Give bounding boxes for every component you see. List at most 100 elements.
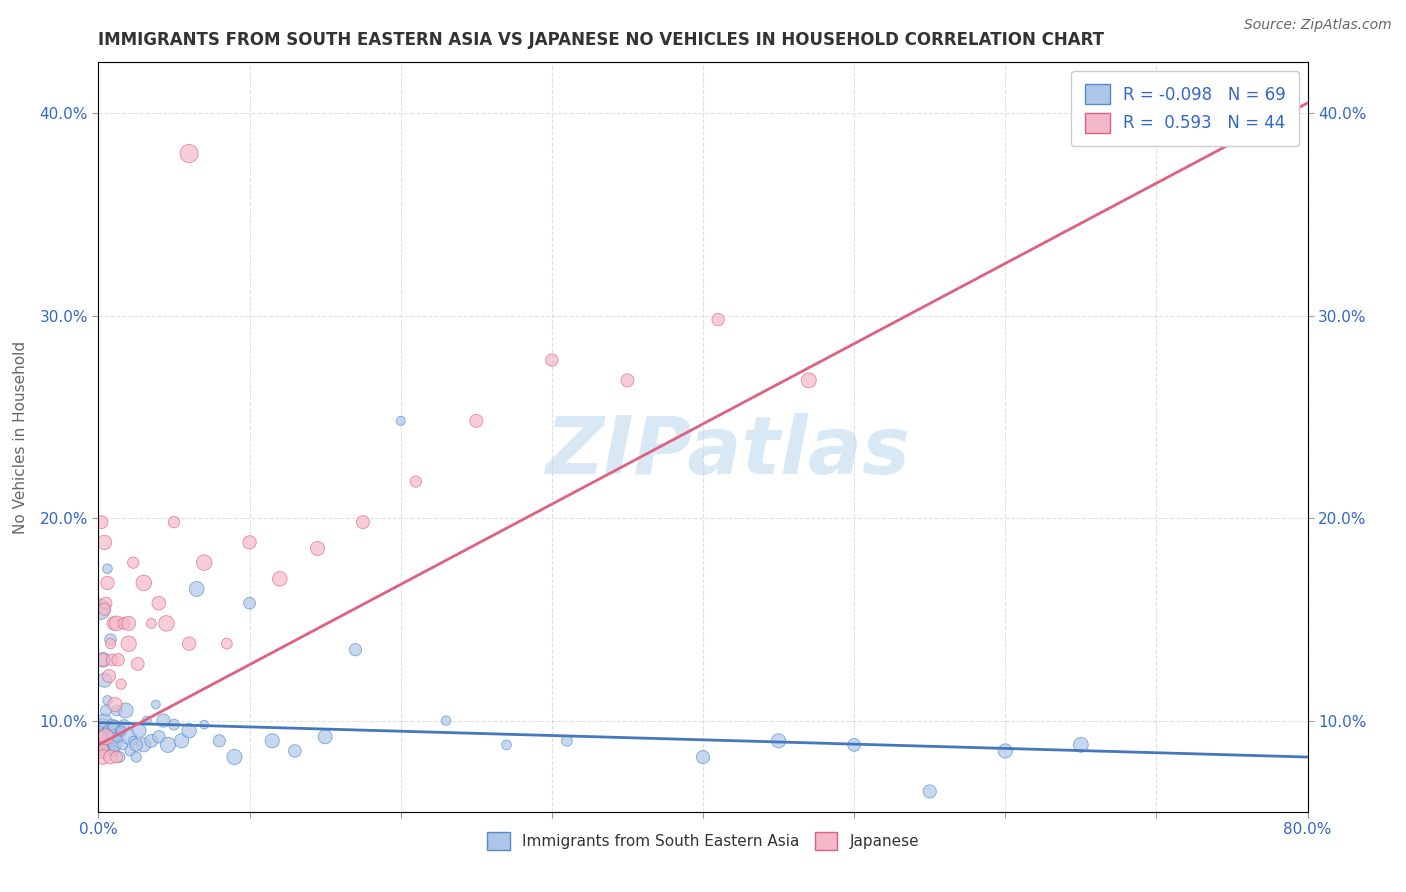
Point <box>94 703 117 717</box>
Point <box>239 535 262 549</box>
Point <box>179 146 201 161</box>
Point <box>93 602 115 616</box>
Point <box>112 717 135 731</box>
Point <box>110 677 132 691</box>
Point <box>101 734 124 748</box>
Point <box>132 738 155 752</box>
Point <box>540 353 562 368</box>
Point <box>262 734 284 748</box>
Point <box>389 414 412 428</box>
Point <box>128 723 150 738</box>
Point <box>91 744 114 758</box>
Point <box>797 373 820 387</box>
Point <box>118 616 141 631</box>
Point <box>91 717 114 731</box>
Point <box>170 734 193 748</box>
Point <box>110 723 132 738</box>
Point <box>239 596 262 610</box>
Point <box>103 616 125 631</box>
Point <box>111 738 134 752</box>
Point <box>104 698 127 712</box>
Point <box>118 637 141 651</box>
Point <box>93 673 115 687</box>
Point <box>91 653 114 667</box>
Text: ZIPatlas: ZIPatlas <box>544 413 910 491</box>
Point <box>163 515 186 529</box>
Point <box>122 556 145 570</box>
Point <box>284 744 307 758</box>
Point <box>101 653 124 667</box>
Point <box>269 572 291 586</box>
Point <box>314 730 336 744</box>
Point <box>98 669 121 683</box>
Point <box>125 750 148 764</box>
Point <box>98 739 121 754</box>
Point <box>96 562 118 576</box>
Point <box>89 602 111 616</box>
Point <box>100 637 122 651</box>
Point <box>186 582 208 596</box>
Point <box>616 835 638 849</box>
Point <box>104 720 127 734</box>
Point <box>616 373 638 387</box>
Point <box>135 714 157 728</box>
Point <box>91 653 114 667</box>
Point <box>103 730 125 744</box>
Point <box>120 744 142 758</box>
Point <box>103 744 125 758</box>
Point <box>152 714 174 728</box>
Point <box>93 728 115 742</box>
Point <box>224 750 246 764</box>
Point <box>155 616 177 631</box>
Point <box>105 750 128 764</box>
Point <box>179 723 201 738</box>
Point <box>179 637 201 651</box>
Point <box>405 475 427 489</box>
Point <box>98 723 121 738</box>
Point <box>96 575 118 590</box>
Point <box>1070 738 1092 752</box>
Point <box>193 717 215 731</box>
Point <box>994 744 1017 758</box>
Point <box>918 784 941 798</box>
Point <box>193 556 215 570</box>
Point <box>434 714 457 728</box>
Point <box>127 657 149 671</box>
Point <box>94 738 117 752</box>
Point <box>107 730 129 744</box>
Y-axis label: No Vehicles in Household: No Vehicles in Household <box>14 341 28 533</box>
Point <box>107 653 129 667</box>
Point <box>495 738 517 752</box>
Point <box>100 730 122 744</box>
Point <box>105 616 128 631</box>
Point <box>768 734 790 748</box>
Point <box>90 734 112 748</box>
Point <box>94 596 117 610</box>
Point <box>145 698 167 712</box>
Point <box>112 616 135 631</box>
Point <box>94 730 117 744</box>
Point <box>108 750 131 764</box>
Point <box>465 414 488 428</box>
Text: Source: ZipAtlas.com: Source: ZipAtlas.com <box>1244 18 1392 32</box>
Text: IMMIGRANTS FROM SOUTH EASTERN ASIA VS JAPANESE NO VEHICLES IN HOUSEHOLD CORRELAT: IMMIGRANTS FROM SOUTH EASTERN ASIA VS JA… <box>98 31 1105 49</box>
Point <box>96 693 118 707</box>
Point <box>125 738 148 752</box>
Point <box>93 714 115 728</box>
Point <box>122 734 145 748</box>
Point <box>93 535 115 549</box>
Point <box>156 738 179 752</box>
Point <box>110 723 132 738</box>
Point <box>208 734 231 748</box>
Point <box>104 738 127 752</box>
Point <box>91 750 114 764</box>
Point <box>89 730 111 744</box>
Point <box>344 642 367 657</box>
Point <box>90 723 112 738</box>
Point <box>844 738 866 752</box>
Point <box>96 730 118 744</box>
Legend: Immigrants from South Eastern Asia, Japanese: Immigrants from South Eastern Asia, Japa… <box>481 826 925 856</box>
Point <box>692 750 714 764</box>
Point <box>141 734 163 748</box>
Point <box>132 575 155 590</box>
